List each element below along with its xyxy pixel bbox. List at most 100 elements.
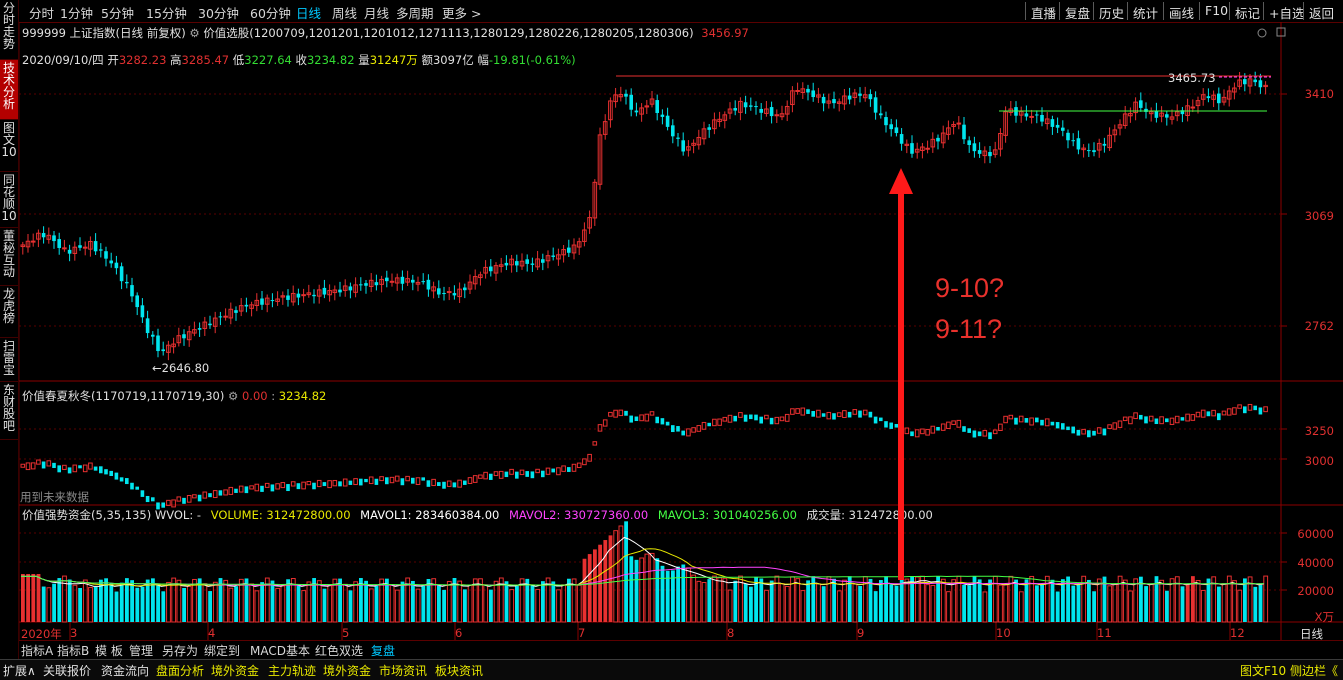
bottom-tab-3[interactable]: 管理: [129, 644, 154, 658]
period-tab-9[interactable]: 多周期: [396, 6, 434, 21]
volume-bar: [46, 587, 52, 623]
x-tick-2: 4: [208, 626, 216, 640]
candle: [405, 278, 410, 283]
gear-icon[interactable]: ⚙: [228, 389, 239, 403]
candle: [264, 297, 270, 305]
candle: [910, 143, 914, 154]
status-item-0[interactable]: 扩展∧: [3, 664, 36, 678]
status-item-5[interactable]: 主力轨迹: [268, 664, 317, 678]
sidebar-item-2[interactable]: 图文10: [0, 120, 18, 172]
candle: [519, 260, 525, 267]
kline-chart[interactable]: [19, 22, 1343, 640]
volume-bar: [1044, 575, 1050, 623]
period-tab-5[interactable]: 60分钟: [250, 6, 291, 21]
sidebar-item-0[interactable]: 分时走势: [0, 0, 18, 60]
low-value: 3227.64: [244, 53, 292, 67]
p2-candle: [733, 415, 737, 422]
volume-bar: [1165, 590, 1169, 622]
security-code: 999999 上证指数(日线 前复权): [22, 26, 186, 40]
status-item-2[interactable]: 资金流向: [101, 664, 150, 678]
x-tick-7: 9: [857, 626, 865, 640]
top-button-1[interactable]: 复盘: [1065, 6, 1091, 21]
top-button-5[interactable]: F10: [1205, 3, 1229, 18]
p2-candle: [1217, 413, 1221, 421]
p2-candle: [1018, 415, 1024, 423]
period-tab-2[interactable]: 5分钟: [101, 6, 134, 21]
status-item-4[interactable]: 境外资金: [211, 664, 260, 678]
p2-candle: [790, 408, 795, 415]
volume-bar: [1040, 584, 1044, 622]
bottom-tab-7[interactable]: 红色双选: [315, 644, 364, 658]
top-button-8[interactable]: 返回: [1309, 6, 1335, 21]
p2-candle: [749, 414, 753, 420]
candle: [151, 334, 155, 337]
candle: [36, 232, 41, 240]
top-button-3[interactable]: 统计: [1133, 6, 1159, 21]
candle: [1092, 150, 1096, 153]
sidebar-item-6[interactable]: 扫雷宝: [0, 338, 18, 382]
period-tab-7[interactable]: 周线: [332, 6, 358, 21]
volume-bar: [1071, 585, 1076, 622]
p2-candle: [998, 423, 1003, 431]
period-tab-3[interactable]: 15分钟: [146, 6, 187, 21]
status-right[interactable]: 图文F10 侧边栏《: [1240, 664, 1338, 678]
volume-bar: [894, 585, 899, 622]
p2-candle: [30, 462, 36, 470]
p2-candle: [624, 410, 628, 416]
bottom-tab-5[interactable]: 绑定到: [204, 644, 241, 658]
bottom-tab-4[interactable]: 另存为: [162, 644, 199, 658]
volume-bar: [463, 589, 467, 622]
status-item-3[interactable]: 盘面分析: [156, 664, 205, 678]
candle: [551, 255, 555, 257]
gear-icon[interactable]: ⚙: [189, 26, 200, 40]
p2-candle: [992, 429, 998, 435]
candle: [914, 148, 920, 153]
candle: [904, 143, 910, 146]
candle: [1148, 111, 1154, 115]
p2-candle: [228, 486, 234, 495]
sidebar-item-7[interactable]: 东财股吧: [0, 382, 18, 440]
candle: [936, 137, 940, 142]
period-tab-4[interactable]: 30分钟: [198, 6, 239, 21]
bottom-tab-1[interactable]: 指标B: [57, 644, 90, 658]
top-button-0[interactable]: 直播: [1031, 6, 1057, 21]
status-item-1[interactable]: 关联报价: [43, 664, 92, 678]
p2-candle: [1190, 414, 1196, 421]
volume-bar: [660, 565, 665, 622]
sidebar-item-4[interactable]: 董秘互动: [0, 228, 18, 286]
top-button-7[interactable]: +自选: [1269, 6, 1305, 21]
bottom-tab-8[interactable]: 复盘: [371, 644, 396, 658]
period-tab-1[interactable]: 1分钟: [60, 6, 93, 21]
top-button-4[interactable]: 画线: [1169, 6, 1195, 21]
status-item-7[interactable]: 市场资讯: [379, 664, 428, 678]
bottom-tab-0[interactable]: 指标A: [21, 644, 54, 658]
period-tab-6[interactable]: 日线: [296, 6, 322, 21]
period-tab-0[interactable]: 分时: [29, 6, 55, 21]
volume-bar: [166, 581, 171, 623]
candle: [816, 94, 821, 98]
sidebar-item-1[interactable]: 技术分析: [0, 60, 18, 120]
sidebar-item-5[interactable]: 龙虎榜: [0, 286, 18, 338]
bottom-tab-6[interactable]: MACD基本: [250, 644, 310, 658]
volume-bar: [712, 575, 717, 623]
volume-bar: [530, 585, 535, 622]
volume-bar: [582, 558, 587, 622]
volume-bar: [405, 577, 411, 623]
period-tab-8[interactable]: 月线: [364, 6, 390, 21]
p2-candle: [359, 478, 363, 486]
status-item-6[interactable]: 境外资金: [323, 664, 372, 678]
candle: [644, 105, 650, 108]
candle: [394, 277, 400, 284]
top-button-6[interactable]: 标记: [1235, 6, 1261, 21]
period-tab-10[interactable]: 更多 >: [442, 6, 482, 21]
candle: [467, 281, 473, 290]
volume-bar: [301, 590, 307, 623]
candle: [1232, 87, 1237, 93]
y-tick-main-2: 3069: [1304, 209, 1334, 223]
bottom-tab-2[interactable]: 模 板: [95, 644, 123, 658]
candle: [1247, 78, 1253, 87]
top-button-2[interactable]: 历史: [1099, 6, 1125, 21]
status-item-8[interactable]: 板块资讯: [435, 664, 484, 678]
volume-bar: [764, 589, 769, 623]
sidebar-item-3[interactable]: 同花顺10: [0, 172, 18, 228]
